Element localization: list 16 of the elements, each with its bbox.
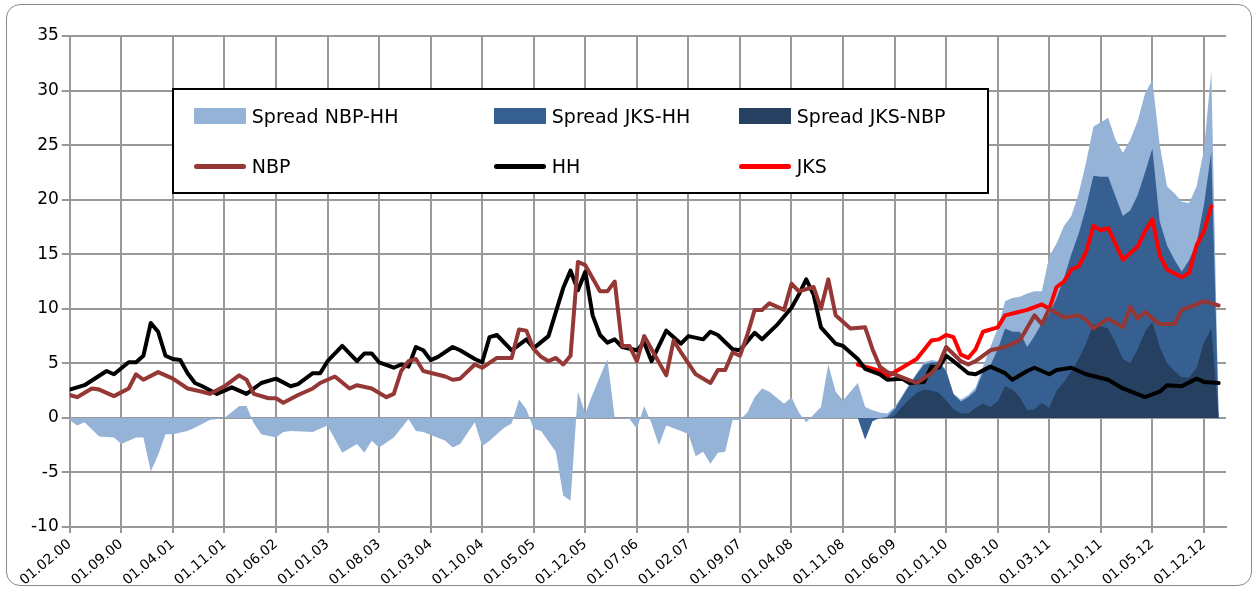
y-tick-label: 5 (47, 351, 59, 372)
y-tick-label: -10 (30, 515, 59, 536)
legend-label: HH (551, 155, 581, 177)
legend-label: Spread JKS-NBP (796, 105, 946, 127)
y-tick-label: 25 (37, 133, 59, 154)
y-tick-label: 35 (37, 24, 59, 45)
legend-label: Spread JKS-HH (551, 105, 691, 127)
legend-label: Spread NBP-HH (251, 105, 399, 127)
y-tick-label: 10 (37, 297, 59, 318)
y-tick-label: 0 (47, 406, 59, 427)
y-tick-label: -5 (41, 460, 59, 481)
legend-label: JKS (796, 155, 827, 177)
y-tick-label: 30 (37, 78, 59, 99)
y-tick-label: 15 (37, 242, 59, 263)
y-tick-label: 20 (37, 188, 59, 209)
legend-label: NBP (251, 155, 291, 177)
